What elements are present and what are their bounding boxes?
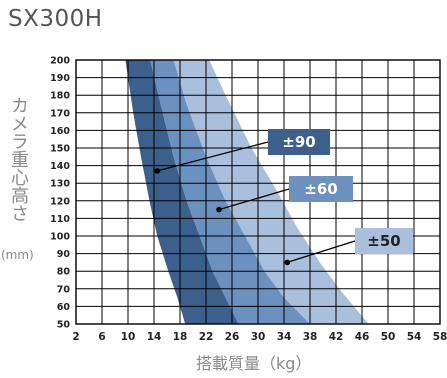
annotations-layer: ±90 ±60 ±50 bbox=[154, 129, 413, 266]
chart-title: SX300H bbox=[8, 6, 103, 32]
y-tick-label: 80 bbox=[57, 267, 71, 278]
y-axis-label: カメラ重心高さ bbox=[8, 96, 29, 222]
callout-box bbox=[289, 176, 353, 202]
callout-leader bbox=[287, 240, 356, 264]
x-tick-label: 30 bbox=[251, 331, 266, 343]
y-axis-unit: (mm) bbox=[1, 248, 34, 262]
x-tick-label: 26 bbox=[225, 331, 240, 343]
x-tick-label: 2 bbox=[72, 331, 79, 343]
x-tick-label: 18 bbox=[173, 331, 188, 343]
x-tick-label: 58 bbox=[433, 331, 447, 343]
callout-dot bbox=[154, 168, 161, 174]
callout-leader bbox=[218, 188, 290, 211]
y-tick-label: 140 bbox=[50, 161, 70, 172]
callout-box bbox=[355, 228, 413, 254]
y-tick-label: 170 bbox=[50, 108, 70, 119]
x-ticks: 2 6 10 14 18 22 26 30 34 38 42 46 50 54 58 bbox=[72, 331, 447, 343]
y-tick-label: 110 bbox=[50, 214, 70, 225]
y-tick-label: 90 bbox=[57, 249, 71, 260]
y-tick-label: 160 bbox=[50, 126, 70, 137]
callout-leader bbox=[157, 141, 269, 172]
x-tick-label: 46 bbox=[355, 331, 370, 343]
callout-label: ±50 bbox=[367, 232, 400, 250]
y-tick-label: 190 bbox=[50, 73, 70, 84]
callout-label: ±90 bbox=[282, 133, 315, 151]
y-tick-label: 100 bbox=[50, 232, 70, 243]
y-tick-label: 60 bbox=[57, 302, 71, 313]
callout-dot bbox=[216, 206, 222, 213]
x-tick-label: 6 bbox=[98, 331, 105, 343]
callout-box bbox=[268, 129, 330, 155]
x-tick-label: 38 bbox=[303, 331, 318, 343]
band-3 bbox=[173, 60, 369, 324]
callout-dot bbox=[284, 259, 291, 266]
x-axis-label: 搭載質量（kg） bbox=[196, 354, 312, 373]
x-tick-label: 54 bbox=[407, 331, 422, 343]
x-tick-label: 42 bbox=[329, 331, 344, 343]
x-tick-label: 14 bbox=[147, 331, 162, 343]
x-tick-label: 10 bbox=[121, 331, 136, 343]
y-tick-label: 120 bbox=[50, 196, 70, 207]
y-ticks: 50 60 70 80 90 100 110 120 130 140 150 160 170 180 190… bbox=[50, 56, 70, 331]
plot-frame bbox=[75, 59, 441, 325]
x-tick-label: 34 bbox=[277, 331, 292, 343]
y-tick-label: 50 bbox=[57, 320, 71, 331]
band-2 bbox=[150, 60, 310, 324]
callout-label: ±60 bbox=[304, 180, 337, 198]
y-tick-label: 150 bbox=[50, 144, 70, 155]
y-tick-label: 130 bbox=[50, 179, 70, 190]
y-tick-label: 180 bbox=[50, 91, 70, 102]
y-tick-label: 200 bbox=[50, 56, 70, 67]
x-tick-label: 50 bbox=[381, 331, 396, 343]
x-tick-label: 22 bbox=[199, 331, 214, 343]
grid-layer bbox=[75, 59, 441, 325]
y-tick-label: 70 bbox=[57, 284, 71, 295]
